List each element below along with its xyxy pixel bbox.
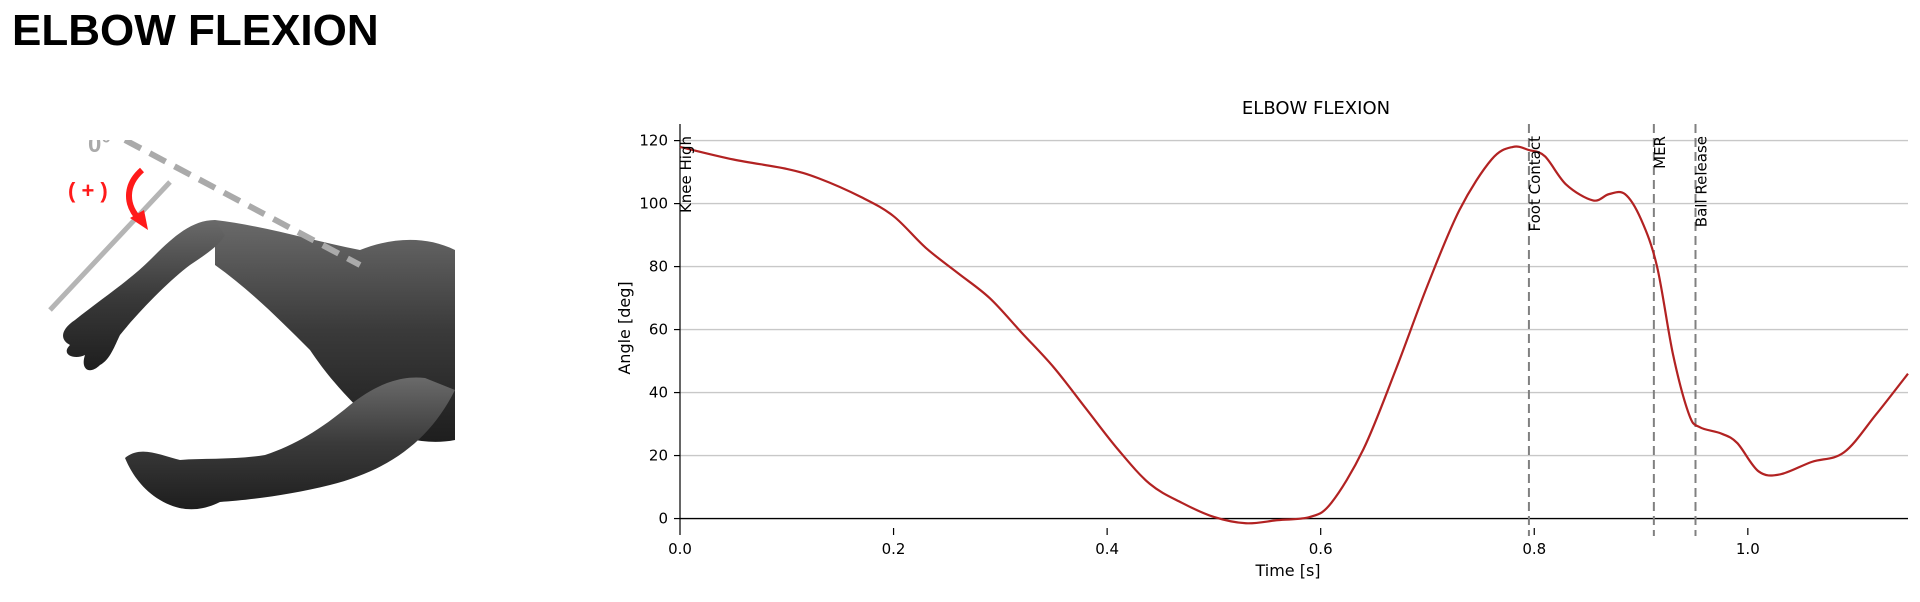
x-tick-label: 0.8 [1522,540,1546,558]
event-label: MER [1651,136,1669,169]
x-tick-label: 0.4 [1095,540,1119,558]
x-tick-label: 1.0 [1736,540,1760,558]
event-label: Ball Release [1693,136,1711,227]
event-label: Knee High [677,136,695,213]
x-tick-label: 0.6 [1309,540,1333,558]
positive-direction-label: ( + ) [68,178,108,203]
chart-title: ELBOW FLEXION [1242,98,1390,119]
y-tick-label: 60 [649,321,668,339]
zero-reference-dashed-line [123,140,362,268]
event-label: Foot Contact [1526,136,1544,232]
y-tick-label: 80 [649,258,668,276]
forearm-reference-line [48,180,172,312]
x-axis-label: Time [s] [1254,561,1320,580]
y-tick-label: 100 [639,195,668,213]
flexion-arrowhead-icon [130,210,148,230]
page-title: ELBOW FLEXION [12,6,379,55]
arm-figure [63,220,455,510]
y-axis-label: Angle [deg] [615,281,634,374]
y-tick-label: 0 [658,510,668,528]
x-tick-label: 0.2 [882,540,906,558]
y-tick-label: 40 [649,384,668,402]
y-tick-label: 120 [639,132,668,150]
elbow-illustration: 0° ( + ) [48,140,455,510]
x-tick-label: 0.0 [668,540,692,558]
y-tick-label: 20 [649,447,668,465]
zero-degree-label: 0° [88,140,111,158]
elbow-flexion-line [679,145,1909,525]
